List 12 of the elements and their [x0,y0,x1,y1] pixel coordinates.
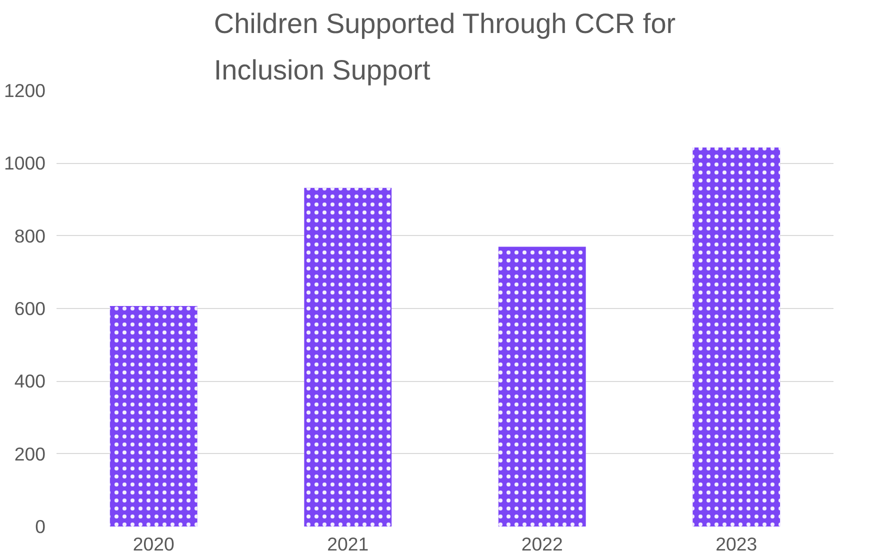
y-tick-label: 200 [14,443,46,464]
y-tick-label: 1200 [4,80,46,101]
y-tick-label: 400 [14,370,46,392]
y-tick-label: 800 [14,225,46,246]
x-tick-label: 2023 [716,534,758,553]
y-tick-label: 0 [35,516,46,537]
y-tick-label: 1000 [4,152,46,174]
chart-title: Children Supported Through CCR for Inclusion Support [214,8,676,86]
y-tick-label: 600 [14,298,46,319]
x-tick-label: 2020 [132,534,174,553]
x-tick-label: 2022 [521,534,563,553]
x-tick-label: 2021 [327,534,369,553]
